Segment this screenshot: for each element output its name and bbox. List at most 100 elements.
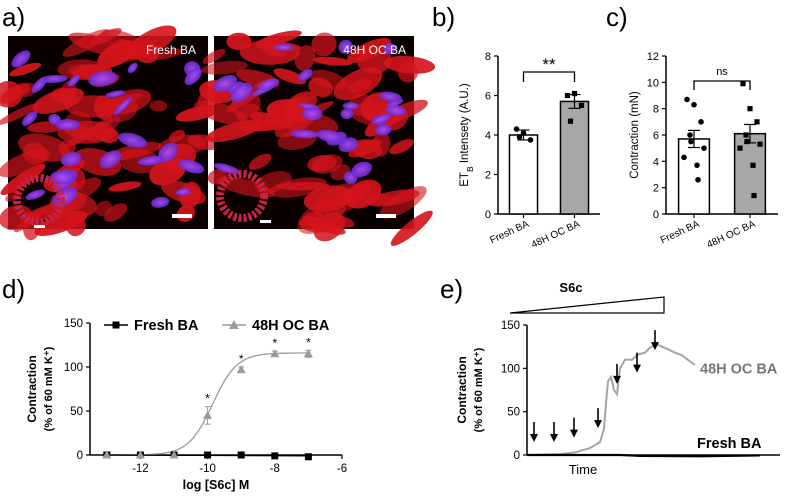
nucleus <box>105 90 126 98</box>
data-point-fresh <box>237 451 245 459</box>
nucleus <box>213 75 238 92</box>
panel-label-e: e) <box>440 274 463 304</box>
nucleus <box>340 108 354 120</box>
data-point <box>571 90 578 97</box>
nucleus <box>11 50 31 68</box>
y-axis-label: ETB Intensety (A.U.) <box>459 83 475 187</box>
addition-arrow-head <box>594 420 602 429</box>
data-point-48h <box>270 349 280 358</box>
y-tick-label: 0 <box>485 209 491 221</box>
data-point <box>740 81 746 87</box>
y-axis-label: Contraction (mN) <box>629 91 641 179</box>
data-point <box>698 119 704 125</box>
y-tick-label: 8 <box>653 104 659 116</box>
bar <box>559 100 590 215</box>
x-axis-label: log [S6c] M <box>183 478 250 492</box>
nucleus <box>383 42 397 55</box>
nucleus <box>21 111 38 126</box>
panel-label-a: a) <box>2 2 25 32</box>
significance-label: ns <box>716 66 728 78</box>
y-axis-label: (% of 60 mM K⁺) <box>473 347 485 432</box>
panel-label-d: d) <box>2 274 25 304</box>
category-label: 48H OC BA <box>705 219 757 251</box>
y-tick-label: 6 <box>653 130 659 142</box>
nucleus <box>49 170 75 185</box>
data-point-48h <box>303 349 313 358</box>
legend-marker-fresh <box>112 321 120 329</box>
nucleus <box>88 70 117 87</box>
y-tick-label: 0 <box>653 209 659 221</box>
data-point-48h <box>169 450 179 459</box>
tissue-fiber <box>311 32 337 57</box>
nucleus <box>137 155 165 166</box>
addition-arrow-head <box>633 364 641 373</box>
tissue-fiber <box>32 87 85 114</box>
category-label: Fresh BA <box>659 219 702 247</box>
data-point <box>694 162 700 169</box>
nucleus <box>60 151 82 167</box>
tissue-fiber <box>201 60 248 75</box>
tissue-fiber <box>367 189 420 207</box>
significance-label: ** <box>542 55 556 74</box>
tissue-fiber <box>388 139 415 155</box>
tissue-fiber <box>357 46 392 74</box>
bar <box>508 134 539 215</box>
tissue-fiber <box>108 181 142 192</box>
data-point <box>527 137 534 143</box>
nucleus <box>118 132 148 148</box>
scale-bar <box>172 214 192 218</box>
nucleus <box>342 102 359 110</box>
nucleus <box>298 68 313 82</box>
y-tick-label: 8 <box>485 51 491 63</box>
data-point-fresh <box>304 453 312 461</box>
tissue-fiber <box>0 102 40 125</box>
y-tick-label: 12 <box>647 51 659 63</box>
y-axis-label: Contraction <box>25 355 39 422</box>
y-tick-label: 150 <box>501 320 520 332</box>
y-tick-label: 4 <box>653 156 659 168</box>
tissue-fiber <box>383 55 436 74</box>
tissue-fiber <box>273 68 307 85</box>
nucleus <box>378 91 402 102</box>
tissue-fiber <box>294 45 316 71</box>
data-point-fresh <box>271 452 279 460</box>
trace-fresh <box>527 453 761 458</box>
tissue-fiber <box>302 216 346 235</box>
data-point <box>513 126 520 132</box>
nucleus <box>375 124 392 136</box>
tissue-fiber <box>248 153 272 170</box>
x-tick-label: -8 <box>270 463 280 475</box>
nucleus <box>338 39 353 54</box>
data-point <box>737 145 743 151</box>
y-tick-label: 2 <box>653 183 659 195</box>
data-point-48h <box>135 450 145 459</box>
data-point <box>516 134 523 140</box>
nucleus <box>175 188 191 196</box>
tissue-fiber <box>216 176 275 198</box>
nucleus <box>316 129 343 143</box>
nucleus <box>55 119 80 131</box>
nucleus <box>371 113 392 125</box>
y-tick-label: 50 <box>507 407 520 419</box>
nucleus <box>230 82 253 103</box>
tissue-fiber <box>125 25 177 60</box>
data-point-48h <box>102 450 112 459</box>
tissue-fiber <box>149 48 184 61</box>
data-point <box>754 119 760 125</box>
data-point <box>691 101 697 108</box>
x-axis-label: Time <box>569 462 597 477</box>
data-point <box>520 130 527 136</box>
addition-arrow-head <box>570 429 578 438</box>
s6c-ramp <box>509 296 665 314</box>
nucleus <box>338 137 358 153</box>
scale-bar <box>260 220 271 223</box>
nucleus <box>184 67 202 86</box>
x-tick-label: -10 <box>199 463 216 475</box>
nucleus <box>25 189 46 200</box>
trace-48h <box>526 342 696 456</box>
tissue-fiber <box>194 100 248 125</box>
category-label: 48H OC BA <box>530 219 582 251</box>
nucleus <box>113 96 133 116</box>
